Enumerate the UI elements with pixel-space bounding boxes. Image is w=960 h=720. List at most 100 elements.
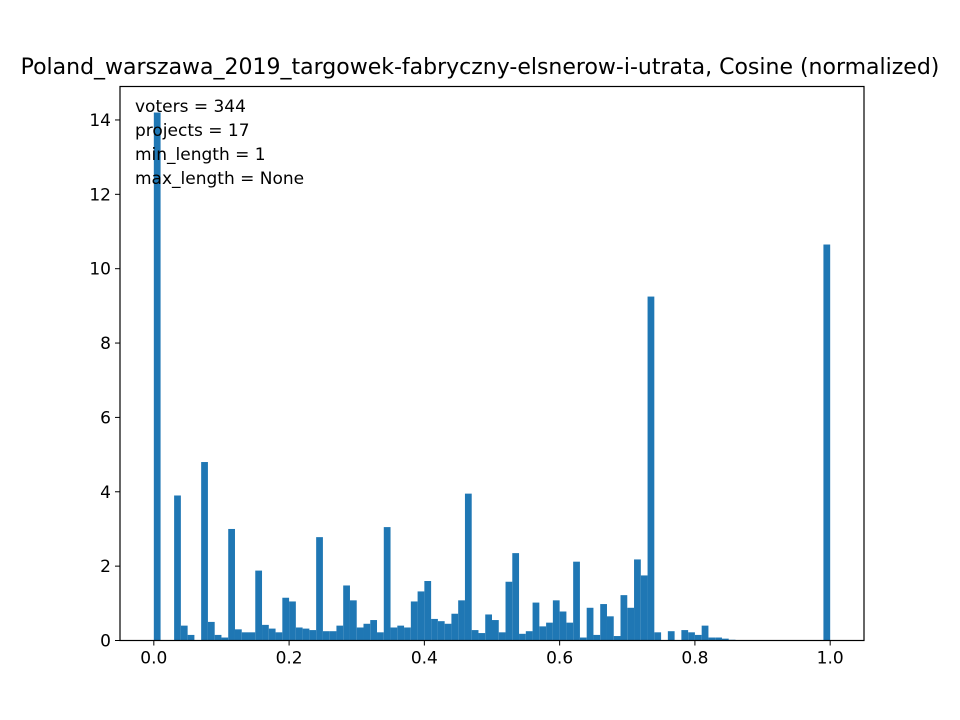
- histogram-bar: [600, 604, 607, 641]
- histogram-bar: [593, 634, 601, 641]
- histogram-bar: [478, 633, 486, 641]
- histogram-bar: [329, 631, 337, 641]
- histogram-bar: [343, 585, 350, 641]
- histogram-bar: [255, 570, 263, 641]
- histogram-bar: [234, 629, 242, 641]
- histogram-bar: [282, 597, 290, 641]
- histogram-bar: [525, 631, 533, 641]
- histogram-bar: [444, 623, 452, 641]
- histogram-bar: [498, 632, 506, 641]
- histogram-bar: [153, 112, 161, 641]
- histogram-bar: [512, 553, 520, 641]
- histogram-bar: [694, 634, 702, 641]
- histogram-bar: [289, 601, 296, 641]
- histogram-bar: [309, 630, 317, 641]
- histogram-bar: [174, 495, 181, 641]
- histogram-bar: [241, 632, 249, 641]
- histogram-bars: [153, 112, 831, 641]
- histogram-bar: [715, 637, 722, 641]
- histogram-bar: [431, 618, 438, 641]
- histogram-bar: [485, 614, 492, 641]
- histogram-bar: [688, 632, 695, 641]
- y-tick-label: 4: [100, 483, 111, 503]
- histogram-bar: [322, 631, 330, 641]
- histogram-bar: [579, 637, 587, 641]
- histogram-bar: [471, 630, 479, 641]
- histogram-bar: [701, 625, 709, 641]
- histogram-bar: [627, 607, 635, 641]
- histogram-bar: [546, 622, 553, 641]
- histogram-bar: [221, 637, 229, 641]
- histogram-bar: [573, 561, 580, 641]
- histogram-bar: [539, 626, 547, 641]
- histogram-bar: [302, 628, 310, 641]
- histogram-bar: [634, 559, 641, 641]
- y-tick-label: 6: [100, 408, 111, 428]
- histogram-bar: [721, 638, 729, 641]
- histogram-bar: [207, 621, 215, 641]
- annotation-line: min_length = 1: [135, 145, 266, 165]
- histogram-bar: [823, 244, 831, 641]
- histogram-bar: [268, 628, 276, 641]
- y-tick-label: 0: [100, 632, 111, 652]
- y-tick-label: 8: [100, 334, 111, 354]
- x-tick-label: 1.0: [817, 649, 844, 669]
- histogram-bar: [228, 528, 235, 641]
- histogram-bar: [262, 624, 269, 641]
- histogram-bar: [248, 632, 256, 641]
- plot-frame: [119, 85, 865, 642]
- y-tick-label: 12: [89, 185, 111, 205]
- y-axis: 0 2 4 6 8 10 12 14: [89, 111, 120, 652]
- histogram-bar: [640, 575, 648, 641]
- histogram-bar: [647, 296, 655, 641]
- y-tick-label: 14: [89, 111, 111, 131]
- annotation-line: voters = 344: [135, 97, 246, 117]
- y-tick-label: 10: [89, 260, 111, 280]
- annotation-line: max_length = None: [135, 169, 304, 189]
- histogram-bar: [410, 601, 418, 641]
- histogram-bar: [214, 634, 222, 641]
- histogram-bar: [654, 632, 662, 641]
- chart-title: Poland_warszawa_2019_targowek-fabryczny-…: [21, 55, 940, 80]
- histogram-bar: [620, 595, 628, 641]
- histogram-bar: [397, 625, 405, 641]
- histogram-bar: [404, 627, 411, 641]
- histogram-bar: [613, 636, 621, 641]
- annotation-line: projects = 17: [135, 121, 250, 141]
- histogram-bar: [566, 622, 574, 641]
- histogram-bar: [180, 625, 188, 641]
- histogram-bar: [681, 630, 689, 641]
- histogram-bar: [505, 581, 513, 641]
- x-tick-label: 0.8: [681, 649, 708, 669]
- x-tick-label: 0.2: [276, 649, 303, 669]
- stats-annotation: voters = 344 projects = 17 min_length = 1 m…: [135, 97, 304, 189]
- histogram-bar: [532, 602, 540, 641]
- histogram-bar: [417, 591, 425, 641]
- x-tick-label: 0.6: [546, 649, 573, 669]
- histogram-bar: [356, 627, 364, 641]
- x-tick-label: 0.4: [411, 649, 438, 669]
- histogram-bar: [451, 613, 459, 641]
- histogram-bar: [492, 620, 499, 641]
- histogram-bar: [336, 625, 344, 641]
- histogram-bar: [464, 493, 472, 641]
- y-tick-label: 2: [100, 557, 111, 577]
- x-axis: 0.0 0.2 0.4 0.6 0.8 1.0: [140, 640, 844, 669]
- x-tick-label: 0.0: [140, 649, 167, 669]
- histogram-bar: [519, 633, 526, 641]
- histogram-bar: [187, 634, 195, 641]
- histogram-bar: [370, 620, 378, 641]
- histogram-bar: [424, 581, 432, 641]
- histogram-bar: [316, 537, 323, 641]
- histogram-bar: [390, 627, 398, 641]
- histogram-bar: [559, 611, 567, 641]
- histogram-bar: [586, 607, 594, 641]
- histogram-bar: [667, 631, 675, 641]
- histogram-bar: [363, 623, 371, 641]
- histogram-bar: [708, 637, 716, 641]
- histogram-bar: [201, 462, 208, 641]
- histogram-bar: [552, 600, 560, 641]
- histogram-bar: [349, 600, 357, 641]
- histogram-bar: [437, 621, 445, 641]
